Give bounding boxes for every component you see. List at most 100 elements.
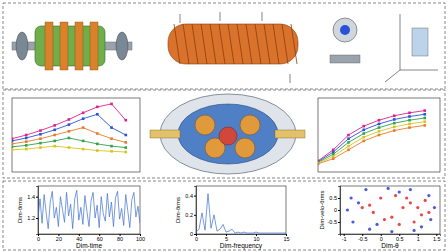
x-tick: 60: [97, 234, 103, 242]
y-tick-label: 1.2: [27, 215, 35, 221]
scatter-point: [409, 188, 412, 191]
series-line: [318, 122, 425, 163]
series-marker: [332, 153, 335, 156]
plot-frame: [318, 98, 440, 172]
series-marker: [408, 123, 411, 126]
series-marker: [408, 115, 411, 118]
series-marker: [347, 137, 350, 140]
plot-frame: [196, 186, 286, 234]
scatter-point: [420, 213, 423, 216]
chart: [11, 98, 140, 172]
rotor-block: [90, 22, 98, 70]
series-marker: [110, 145, 113, 148]
y-tick-mark: [338, 198, 340, 199]
y-tick: 0.4: [185, 193, 196, 199]
scatter-point: [390, 230, 393, 233]
series-marker: [423, 113, 426, 116]
rotor-block: [75, 22, 83, 70]
gear-tooth: [183, 24, 189, 64]
scatter-point: [401, 206, 404, 209]
series-marker: [378, 119, 381, 122]
series-marker: [423, 120, 426, 123]
gear-icon: [333, 18, 357, 42]
series-marker: [68, 146, 71, 149]
y-tick: 0.5: [329, 195, 340, 201]
force-arrow: [290, 74, 291, 83]
series-marker: [12, 140, 13, 143]
x-tick-label: 20: [56, 236, 62, 242]
series-marker: [408, 119, 411, 122]
shaft-icon: [330, 55, 360, 63]
y-tick-mark: [194, 196, 196, 197]
series-line: [196, 194, 286, 233]
scatter-point: [357, 201, 360, 204]
series-marker: [68, 123, 71, 126]
series-line: [12, 128, 126, 144]
gear-body: [168, 24, 298, 64]
tooth-icon: [412, 28, 428, 56]
series-marker: [96, 113, 99, 116]
panel-frame: [3, 181, 445, 250]
x-tick: 1.5: [433, 234, 441, 242]
scatter-point: [351, 220, 354, 223]
series-marker: [393, 122, 396, 125]
plot-frame: [12, 98, 140, 172]
chart: 05101500.20.4Dim-frequencyDim-θrms: [175, 186, 290, 250]
scatter-point: [372, 211, 375, 214]
x-tick: 10: [253, 234, 259, 242]
x-tick-label: -0.5: [358, 236, 367, 242]
series-marker: [12, 143, 13, 146]
y-tick-label: 0.5: [329, 195, 337, 201]
series-marker: [39, 129, 42, 132]
y-tick-label: 1.4: [27, 194, 35, 200]
panel-frame: [3, 3, 445, 89]
gear-tooth: [255, 24, 261, 64]
x-axis: 020406080100: [37, 234, 145, 242]
y-axis-title: Dim-θrms: [17, 197, 23, 223]
series-marker: [408, 126, 411, 129]
marks: [12, 103, 127, 154]
x-tick: 0: [380, 234, 383, 242]
series-marker: [12, 149, 13, 152]
series-marker: [362, 140, 365, 143]
y-axis-title: Dim-velo-θrms: [319, 191, 325, 230]
scatter-point: [427, 194, 430, 197]
force-arrow: [220, 12, 221, 21]
scatter-point: [416, 206, 419, 209]
x-tick: 80: [117, 234, 123, 242]
series-marker: [39, 142, 42, 145]
x-tick: 40: [76, 234, 82, 242]
scatter-point: [412, 220, 415, 223]
y-tick-label: 0.4: [185, 193, 193, 199]
scatter-point: [433, 206, 436, 209]
series-marker: [96, 106, 99, 109]
series-marker: [110, 150, 113, 153]
series-marker: [12, 146, 13, 149]
series-marker: [12, 137, 13, 140]
series-marker: [378, 123, 381, 126]
series-marker: [82, 117, 85, 120]
series-marker: [53, 129, 56, 132]
gear-tooth: [228, 24, 234, 64]
series-marker: [110, 126, 113, 129]
series-marker: [96, 143, 99, 146]
series-marker: [25, 140, 28, 143]
y-tick-mark: [338, 210, 340, 211]
series-marker: [82, 126, 85, 129]
input-shaft: [150, 130, 180, 138]
bearing: [116, 32, 128, 60]
series-marker: [25, 144, 28, 147]
series-line: [318, 111, 425, 161]
series-marker: [68, 118, 71, 121]
y-axis: 1.2 1.4: [27, 187, 38, 235]
axis-icon: [400, 14, 401, 70]
gear-tooth: [219, 24, 225, 64]
planet-gear: [240, 115, 260, 135]
y-tick-mark: [36, 218, 38, 219]
series-marker: [393, 114, 396, 117]
series-marker: [378, 126, 381, 129]
scatter-point: [383, 218, 386, 221]
scatter-point: [420, 225, 423, 228]
y-tick: 1.4: [27, 194, 38, 200]
marks: [196, 194, 286, 233]
